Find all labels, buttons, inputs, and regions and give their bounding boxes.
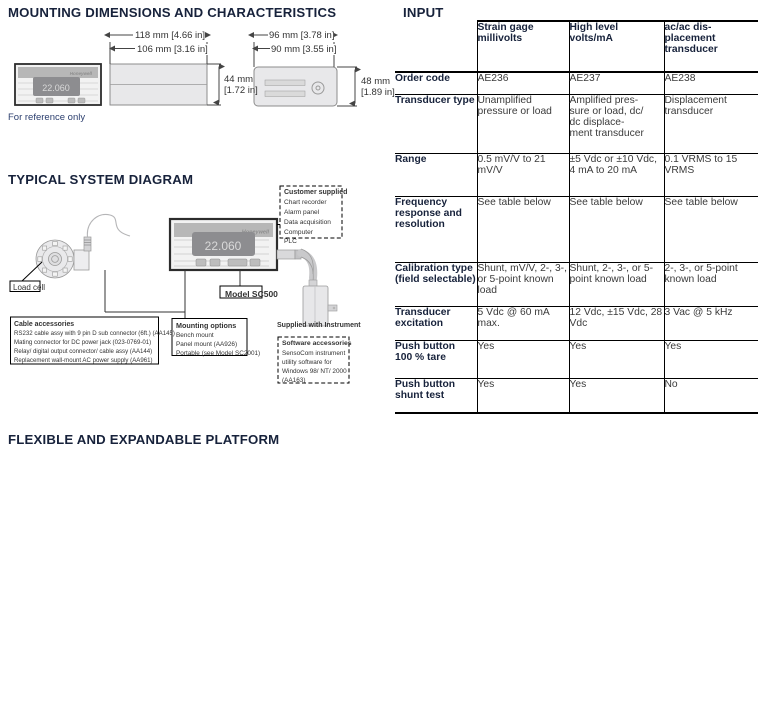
- svg-text:Honeywell: Honeywell: [70, 71, 93, 76]
- svg-text:22.060: 22.060: [205, 239, 242, 253]
- svg-text:22.060: 22.060: [42, 83, 70, 93]
